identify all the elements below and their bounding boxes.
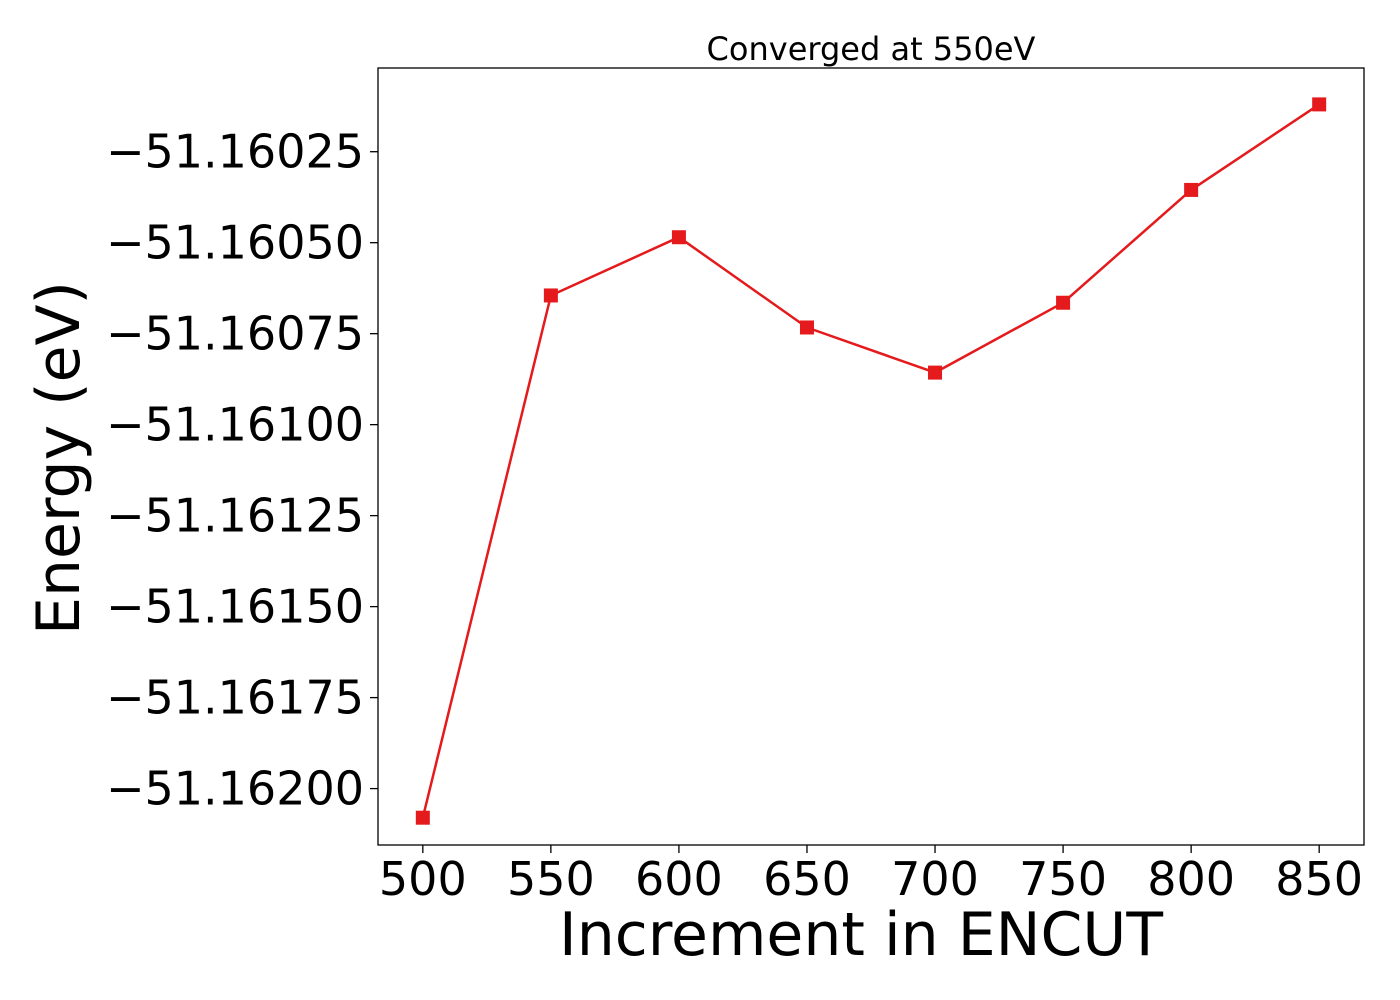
y-tick-label: −51.16125	[106, 489, 364, 543]
x-tick-label: 750	[1019, 852, 1107, 906]
series-line	[421, 103, 1320, 818]
x-tick-label: 850	[1275, 852, 1363, 906]
y-tick-label: −51.16075	[106, 307, 364, 361]
data-point	[928, 365, 943, 380]
x-tick-label: 650	[763, 852, 851, 906]
plot-frame	[377, 67, 1365, 846]
y-tick-label: −51.16150	[106, 580, 364, 634]
data-point	[1184, 182, 1199, 197]
chart-title: Converged at 550eV	[707, 30, 1036, 68]
data-point	[1056, 295, 1071, 310]
x-tick-label: 700	[891, 852, 979, 906]
plot-area: 500 550 600 650 700 750 800 850 −51.16025 −51.160…	[106, 67, 1365, 906]
data-point	[1312, 97, 1327, 112]
data-point	[671, 230, 686, 245]
x-tick-label: 550	[507, 852, 595, 906]
y-tick-label: −51.16100	[106, 398, 364, 452]
y-tick-label: −51.16200	[106, 762, 364, 816]
y-tick-label: −51.16050	[106, 216, 364, 270]
y-tick-label: −51.16175	[106, 671, 364, 725]
x-axis-title: Increment in ENCUT	[559, 900, 1163, 970]
x-tick-label: 600	[635, 852, 723, 906]
x-tick-label: 800	[1147, 852, 1235, 906]
data-point	[543, 288, 558, 303]
data-point	[415, 810, 430, 825]
y-tick-label: −51.16025	[106, 125, 364, 179]
y-axis-title: Energy (eV)	[24, 281, 94, 635]
data-point	[799, 320, 814, 335]
x-tick-label: 500	[379, 852, 467, 906]
